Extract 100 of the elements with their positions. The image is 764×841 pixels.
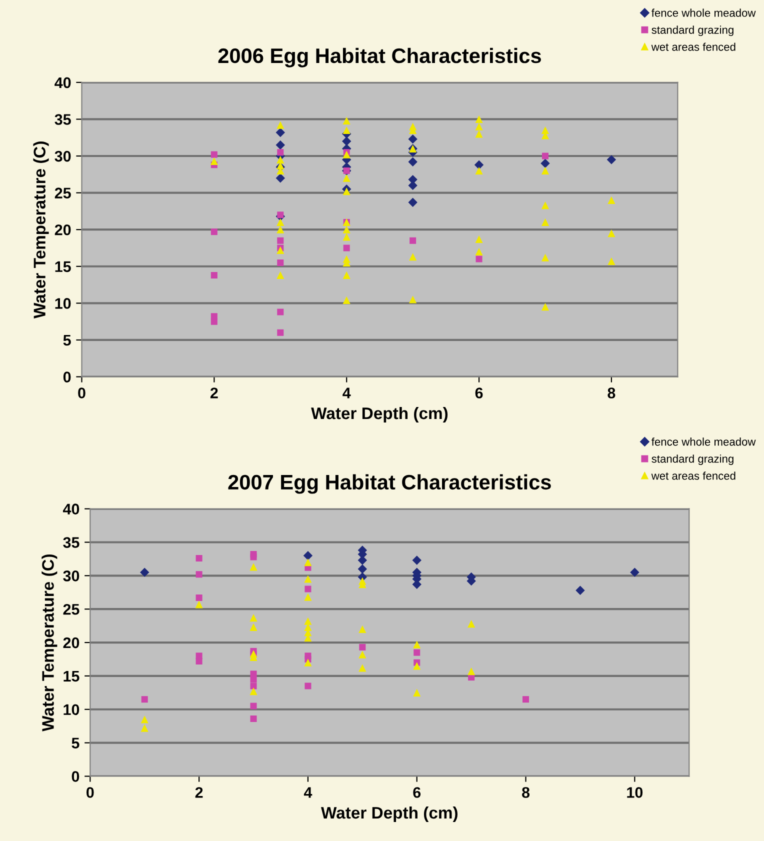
y-tick-label: 25 [54,188,71,198]
point [250,563,258,571]
point [468,620,476,628]
point [475,235,483,243]
y-tick-label: 35 [54,114,71,125]
y-tick-label: 10 [64,704,80,716]
point [342,296,350,304]
point [541,218,550,226]
x-tick-label: 4 [304,787,312,798]
point [250,682,257,690]
x-tick-label: 10 [627,787,643,798]
y-tick-label: 30 [63,570,80,582]
y-tick-label: 40 [62,504,80,514]
point [475,130,483,138]
x-tick-label: 0 [86,787,94,798]
y-tick-label: 0 [63,372,71,382]
x-tick-label: 8 [608,388,616,398]
point [276,121,284,129]
point [277,212,284,218]
point [408,157,418,166]
y-tick-label: 15 [55,261,71,272]
point [304,593,312,601]
point [276,226,284,234]
point [540,158,550,168]
x-tick-label: 8 [522,787,530,798]
legend-label: standard grazing [652,454,734,465]
point [250,688,258,696]
point [342,271,350,280]
x-tick-label: 6 [413,787,421,798]
point [303,551,313,560]
y-tick-label: 30 [54,150,71,162]
point [412,556,422,565]
point [413,688,421,696]
point [304,575,312,583]
y-tick-label: 20 [63,637,80,648]
point [210,151,218,158]
point [342,126,350,134]
point [475,115,483,124]
point [210,272,218,278]
point [250,702,257,710]
point [276,128,285,138]
x-tick-label: 4 [342,388,351,398]
point [210,228,218,236]
point [608,229,616,238]
point [196,555,202,562]
point [276,271,284,280]
point [409,253,417,261]
point [408,198,418,207]
point [276,218,284,226]
chart-title: 2007 Egg Habitat Characteristics [228,474,551,494]
point [522,696,530,703]
point [475,166,483,175]
point [541,254,550,262]
point [358,556,368,565]
x-axis-title: Water Depth (cm) [311,406,448,423]
point [210,157,218,165]
point [541,303,550,311]
point [541,202,550,210]
point [250,614,258,622]
point [359,644,366,650]
legend-label: fence whole meadow [652,8,756,17]
y-axis-title: Water Temperature (C) [42,554,58,732]
point [196,658,202,664]
point [409,296,417,304]
point [413,640,421,648]
x-axis-title: Water Depth (cm) [320,806,458,822]
point [196,571,202,578]
legend-label: fence whole meadow [652,438,756,446]
point [541,166,550,175]
point [343,244,350,252]
point [342,233,350,241]
point [195,600,203,608]
point [304,682,312,690]
y-tick-label: 15 [64,670,80,682]
point [358,564,368,574]
point [304,586,312,592]
point [276,156,284,164]
point [140,568,150,577]
point [475,122,483,130]
point [342,116,350,124]
point [140,716,148,724]
point [304,617,312,625]
point [304,658,312,666]
point [342,188,350,196]
point [304,558,312,566]
y-tick-label: 5 [63,335,71,346]
point [576,586,585,595]
y-tick-label: 35 [63,537,80,548]
point [140,724,148,732]
point [342,226,350,234]
y-tick-label: 25 [63,604,80,615]
point [608,257,616,266]
point [342,174,350,182]
point [630,568,640,577]
point [250,623,258,631]
point [475,248,483,256]
point [413,662,421,670]
y-tick-label: 40 [54,77,71,88]
point [276,173,285,183]
x-tick-label: 2 [195,787,203,798]
